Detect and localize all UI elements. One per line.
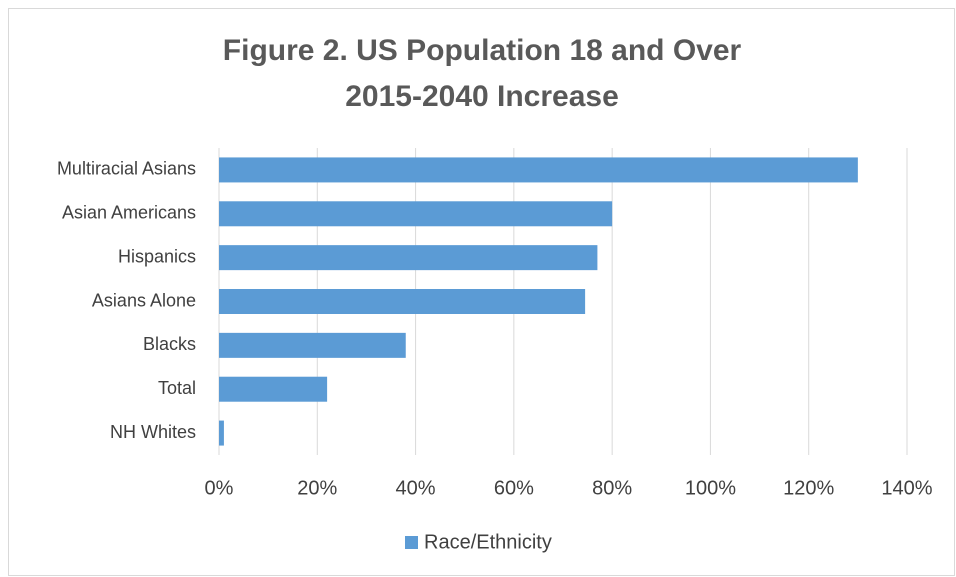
bar [219, 157, 858, 183]
legend-swatch [405, 536, 418, 549]
x-tick-label: 40% [396, 477, 436, 499]
y-tick-label: Asian Americans [62, 203, 196, 223]
x-tick-label: 80% [592, 477, 632, 499]
bar [219, 376, 328, 402]
y-tick-label: NH Whites [110, 422, 196, 442]
x-tick-label: 60% [494, 477, 534, 499]
x-tick-label: 0% [205, 477, 234, 499]
x-tick-label: 20% [297, 477, 337, 499]
bar [219, 201, 613, 227]
y-tick-label: Asians Alone [92, 290, 196, 310]
bar [219, 245, 598, 271]
x-tick-label: 120% [783, 477, 834, 499]
y-tick-label: Blacks [143, 334, 196, 354]
y-tick-label: Total [158, 378, 196, 398]
bar [219, 332, 406, 358]
bar [219, 289, 586, 314]
chart-title: 2015-2040 Increase [345, 80, 619, 113]
chart-title: Figure 2. US Population 18 and Over [223, 34, 742, 67]
x-tick-label: 100% [685, 477, 736, 499]
y-tick-label: Multiracial Asians [57, 159, 196, 179]
legend-label: Race/Ethnicity [424, 531, 552, 553]
x-tick-label: 140% [881, 477, 932, 499]
bar [219, 420, 224, 446]
y-tick-label: Hispanics [118, 246, 196, 266]
